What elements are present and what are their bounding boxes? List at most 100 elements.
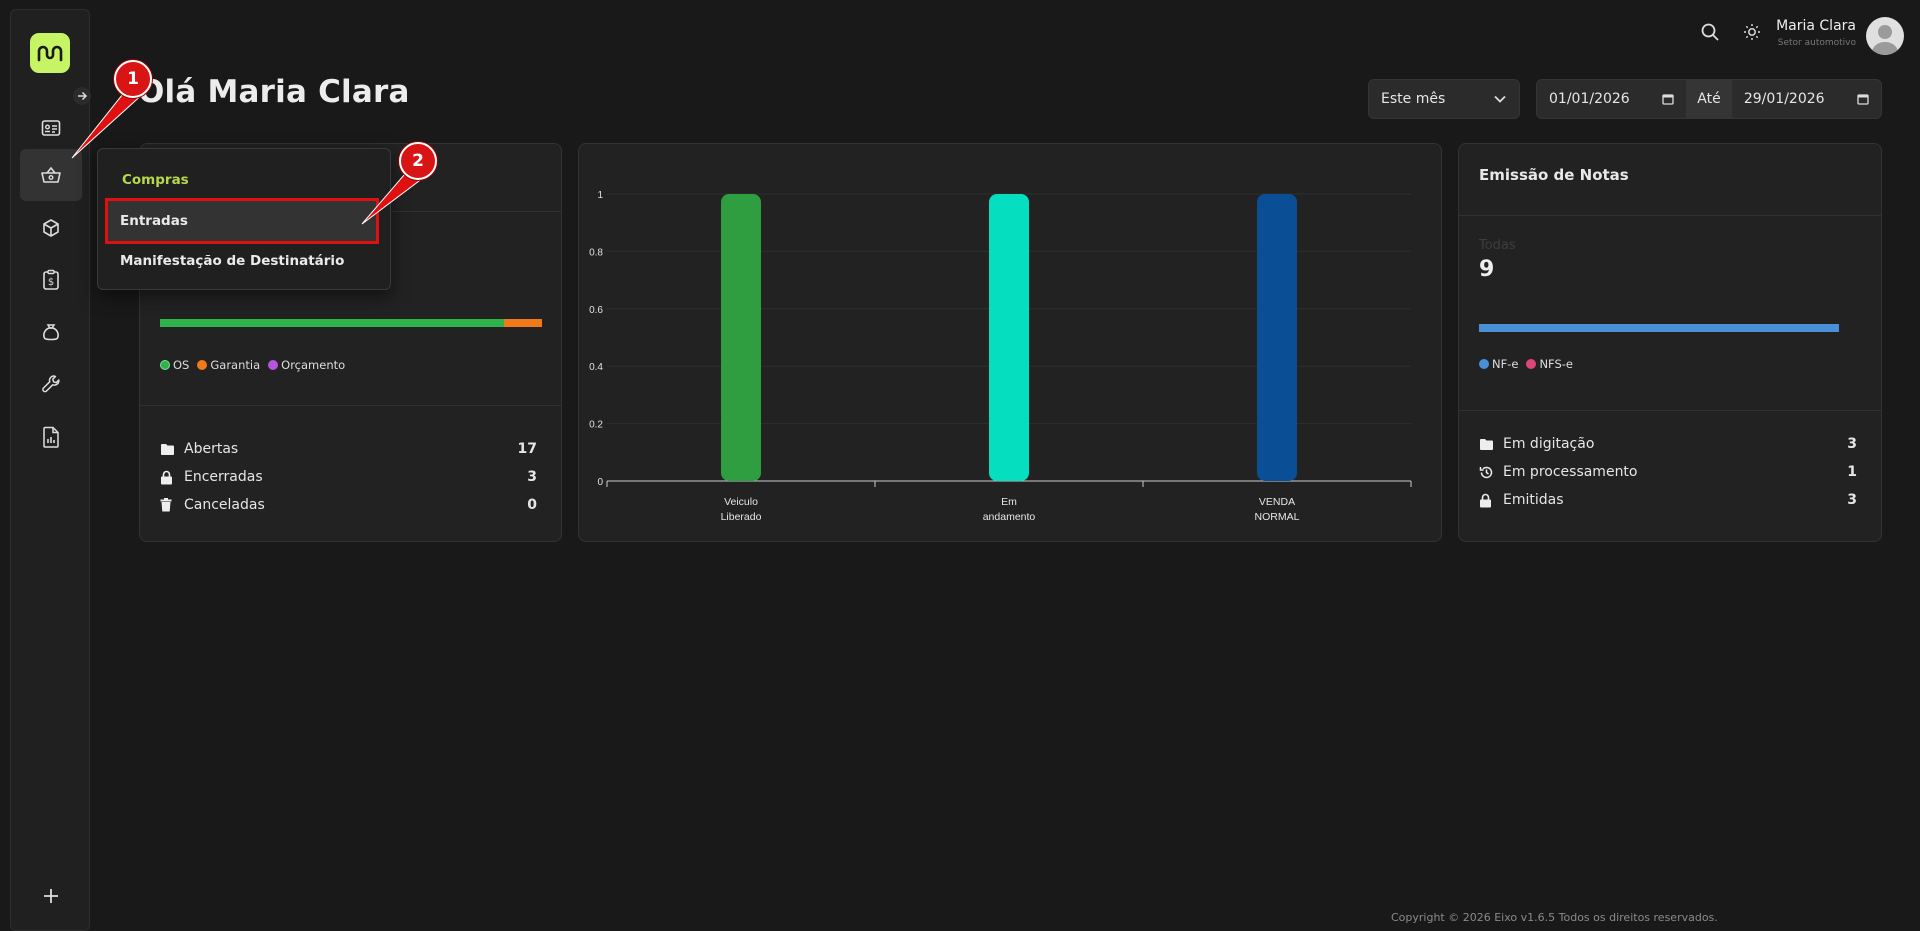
plus-icon	[44, 889, 58, 903]
card-title: Emissão de Notas	[1479, 166, 1629, 184]
app-logo[interactable]	[30, 33, 70, 73]
stat-value: 3	[527, 469, 537, 485]
status-bar-chart: 0 0.2 0.4 0.6 0.8 1 Veiculo Liberado Em andamento…	[589, 190, 1412, 523]
y-tick-label: 0	[597, 477, 603, 488]
notes-total-value: 9	[1479, 257, 1495, 282]
avatar[interactable]	[1866, 17, 1904, 55]
date-from-input[interactable]: 01/01/2026	[1537, 80, 1686, 118]
x-tick-label: VENDA	[1259, 496, 1295, 508]
search-icon	[1701, 23, 1719, 41]
os-distribution-bar	[160, 319, 542, 327]
trash-icon	[160, 498, 172, 512]
blue-dot-icon	[1479, 359, 1489, 369]
stat-label: Abertas	[184, 441, 239, 457]
stat-value: 17	[517, 441, 537, 457]
os-legend: OS Garantia Orçamento	[160, 358, 345, 372]
compras-submenu: Compras Entradas Manifestação de Destina…	[97, 148, 391, 290]
basket-icon	[41, 166, 61, 183]
notes-distribution-bar	[1479, 324, 1839, 332]
period-select[interactable]: Este mês	[1368, 79, 1520, 119]
y-tick-label: 0.6	[589, 305, 603, 316]
stat-row-em-digitacao: Em digitação 3	[1479, 434, 1857, 454]
clipboard-dollar-icon: $	[43, 269, 59, 290]
x-tick-label: andamento	[983, 511, 1036, 523]
legend-label: Orçamento	[281, 358, 346, 372]
user-name[interactable]: Maria Clara	[1776, 18, 1856, 34]
submenu-item-manifestacao[interactable]: Manifestação de Destinatário	[120, 253, 345, 269]
add-button[interactable]	[20, 871, 82, 921]
sidebar-item-cadastros[interactable]	[20, 102, 82, 154]
lock-icon	[1480, 493, 1491, 507]
x-tick-label: Liberado	[721, 511, 762, 523]
sidebar-item-servicos[interactable]	[20, 358, 82, 410]
pink-dot-icon	[1526, 359, 1537, 369]
stat-row-canceladas: Canceladas 0	[160, 495, 537, 515]
date-from-value: 01/01/2026	[1549, 91, 1630, 107]
legend-label: NFS-e	[1539, 357, 1573, 371]
folder-icon	[1480, 438, 1493, 450]
y-tick-label: 0.4	[589, 362, 603, 373]
chart-bar	[989, 194, 1029, 481]
theme-toggle-button[interactable]	[1743, 23, 1761, 45]
svg-text:$: $	[48, 277, 54, 288]
folder-icon	[161, 443, 174, 455]
legend-nfse[interactable]: NFS-e	[1526, 357, 1573, 371]
submenu-title: Compras	[122, 172, 189, 188]
legend-nfe[interactable]: NF-e	[1479, 357, 1518, 371]
chevron-down-icon	[1494, 95, 1506, 103]
stat-label: Emitidas	[1503, 492, 1564, 508]
page-title: Olá Maria Clara	[138, 74, 410, 110]
date-to-input[interactable]: 29/01/2026	[1732, 80, 1881, 118]
card-divider	[1459, 215, 1881, 216]
history-icon	[1479, 466, 1493, 478]
arrow-right-icon	[78, 91, 88, 101]
status-chart-card: 0 0.2 0.4 0.6 0.8 1 Veiculo Liberado Em andamento…	[578, 143, 1442, 542]
money-bag-icon	[43, 324, 59, 341]
user-role: Setor automotivo	[1777, 38, 1856, 48]
sidebar-item-financeiro[interactable]: $	[20, 254, 82, 306]
stat-value: 3	[1847, 492, 1857, 508]
y-tick-label: 0.8	[589, 247, 603, 258]
sidebar: $	[10, 9, 90, 931]
notes-total-label: Todas	[1479, 238, 1516, 253]
calendar-icon[interactable]	[1662, 93, 1674, 105]
legend-garantia[interactable]: Garantia	[197, 358, 260, 372]
x-tick-label: Em	[1001, 496, 1017, 508]
annotation-marker-2: 2	[399, 142, 437, 180]
stat-value: 0	[527, 497, 537, 513]
user-avatar-icon	[1871, 25, 1899, 55]
x-tick-label: Veiculo	[724, 496, 758, 508]
legend-label: Garantia	[210, 358, 261, 372]
chart-bar	[721, 194, 761, 481]
stat-label: Canceladas	[184, 497, 265, 513]
legend-label: OS	[173, 358, 190, 372]
stat-label: Em digitação	[1503, 436, 1595, 452]
sidebar-item-vendas[interactable]	[20, 306, 82, 358]
legend-label: NF-e	[1492, 357, 1519, 371]
annotation-marker-1: 1	[114, 60, 152, 98]
logo-wave-icon	[37, 45, 63, 62]
card-divider	[140, 405, 561, 406]
sidebar-item-relatorios[interactable]	[20, 411, 82, 463]
stat-label: Em processamento	[1503, 464, 1638, 480]
orange-dot-icon	[197, 360, 208, 370]
submenu-item-entradas[interactable]: Entradas	[105, 198, 379, 244]
box-icon	[43, 219, 59, 237]
search-button[interactable]	[1700, 22, 1720, 46]
chart-bar	[1257, 194, 1297, 481]
purple-dot-icon	[268, 360, 279, 370]
notes-emission-card: Emissão de Notas Todas 9 NF-e NFS-e Em d…	[1458, 143, 1882, 542]
calendar-icon[interactable]	[1857, 93, 1869, 105]
notes-legend: NF-e NFS-e	[1479, 357, 1573, 371]
lock-icon	[161, 470, 172, 484]
legend-orcamento[interactable]: Orçamento	[268, 358, 345, 372]
y-tick-label: 1	[597, 190, 603, 201]
footer-copyright: Copyright © 2026 Eixo v1.6.5 Todos os di…	[1391, 911, 1718, 924]
sidebar-item-produtos[interactable]	[20, 202, 82, 254]
legend-os[interactable]: OS	[160, 358, 189, 372]
stat-row-emitidas: Emitidas 3	[1479, 490, 1857, 510]
wrench-icon	[42, 375, 60, 393]
sun-icon	[1744, 24, 1760, 40]
sidebar-expand-button[interactable]	[73, 87, 91, 105]
